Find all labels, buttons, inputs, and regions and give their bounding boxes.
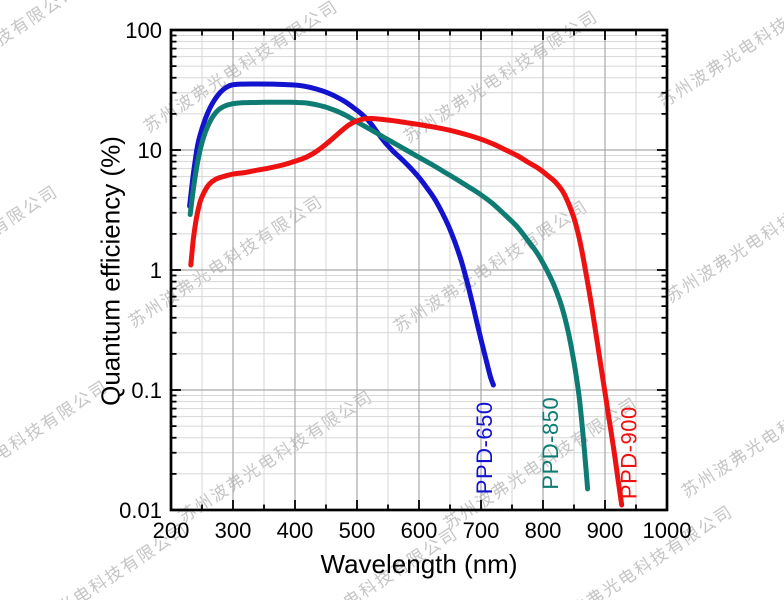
x-tick-label: 600 [401, 518, 438, 543]
x-tick-label: 500 [339, 518, 376, 543]
x-tick-label: 300 [215, 518, 252, 543]
series-label-PPD-900: PPD-900 [617, 406, 642, 499]
y-axis-title: Quantum efficiency (%) [95, 136, 126, 406]
y-tick-label: 10 [138, 138, 162, 163]
x-tick-label: 700 [463, 518, 500, 543]
y-tick-label: 0.1 [131, 378, 162, 403]
y-tick-label: 100 [125, 18, 162, 43]
x-tick-label: 900 [587, 518, 624, 543]
x-axis-title: Wavelength (nm) [320, 549, 518, 579]
series-curve-PPD-900 [188, 115, 625, 508]
series-label-PPD-850: PPD-850 [538, 397, 563, 490]
x-tick-label: 400 [277, 518, 314, 543]
x-tick-label: 1000 [643, 518, 692, 543]
y-tick-label: 1 [150, 258, 162, 283]
series-curve-PPD-650 [187, 81, 496, 388]
series-curve-PPD-850 [187, 99, 591, 492]
series-label-PPD-650: PPD-650 [472, 401, 497, 494]
x-tick-label: 800 [525, 518, 562, 543]
y-tick-label: 0.01 [119, 498, 162, 523]
x-tick-label: 200 [153, 518, 190, 543]
